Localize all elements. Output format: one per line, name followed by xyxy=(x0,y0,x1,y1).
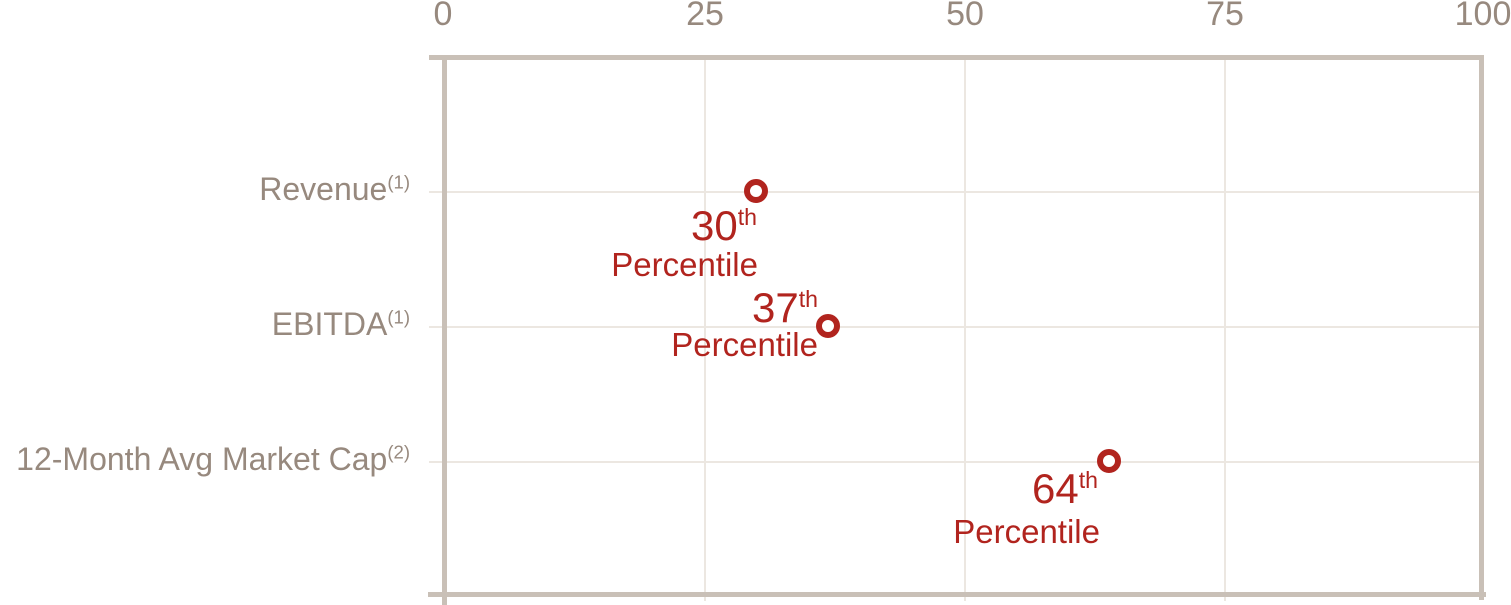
horizontal-gridline-revenue xyxy=(429,191,1482,193)
category-label-revenue: Revenue(1) xyxy=(259,173,410,205)
vertical-gridline-25 xyxy=(704,57,706,601)
data-label-suffix-ebitda: th xyxy=(798,286,818,312)
data-label-number-marketcap: 64th xyxy=(1032,468,1098,510)
data-label-number-revenue-value: 30 xyxy=(691,202,738,249)
category-label-marketcap-text: 12-Month Avg Market Cap xyxy=(16,441,388,477)
data-label-number-revenue: 30th xyxy=(691,205,757,247)
data-point-marker-ebitda-37 xyxy=(816,314,840,338)
data-label-word-marketcap: Percentile xyxy=(953,513,1100,550)
data-label-word-revenue: Percentile xyxy=(611,246,758,283)
category-footnote-ebitda: (1) xyxy=(387,306,410,328)
plot-border-right xyxy=(1479,55,1484,600)
category-label-ebitda-text: EBITDA xyxy=(271,306,388,342)
category-label-ebitda: EBITDA(1) xyxy=(272,308,410,340)
category-footnote-revenue: (1) xyxy=(387,171,410,193)
x-tick-label-25: 25 xyxy=(686,0,724,33)
plot-border-left xyxy=(442,55,447,605)
data-label-number-marketcap-value: 64 xyxy=(1032,465,1079,512)
data-label-word-ebitda: Percentile xyxy=(671,326,818,363)
category-footnote-marketcap: (2) xyxy=(387,441,410,463)
x-tick-label-0: 0 xyxy=(433,0,453,33)
data-point-marker-marketcap-64 xyxy=(1097,449,1121,473)
plot-border-bottom xyxy=(428,592,1486,597)
data-point-marker-revenue-30 xyxy=(744,179,768,203)
category-label-revenue-text: Revenue xyxy=(259,171,388,207)
vertical-gridline-75 xyxy=(1224,57,1226,601)
x-tick-label-50: 50 xyxy=(946,0,984,33)
vertical-gridline-50 xyxy=(964,57,966,601)
x-tick-label-100: 100 xyxy=(1454,0,1511,33)
plot-border-top xyxy=(429,55,1484,60)
data-label-suffix-revenue: th xyxy=(737,204,757,230)
x-tick-label-75: 75 xyxy=(1206,0,1244,33)
horizontal-gridline-ebitda xyxy=(429,326,1482,328)
data-label-number-ebitda-value: 37 xyxy=(752,284,799,331)
data-label-number-ebitda: 37th xyxy=(752,287,818,329)
horizontal-gridline-marketcap xyxy=(429,461,1482,463)
data-label-suffix-marketcap: th xyxy=(1078,467,1098,493)
category-label-marketcap: 12-Month Avg Market Cap(2) xyxy=(16,443,410,475)
